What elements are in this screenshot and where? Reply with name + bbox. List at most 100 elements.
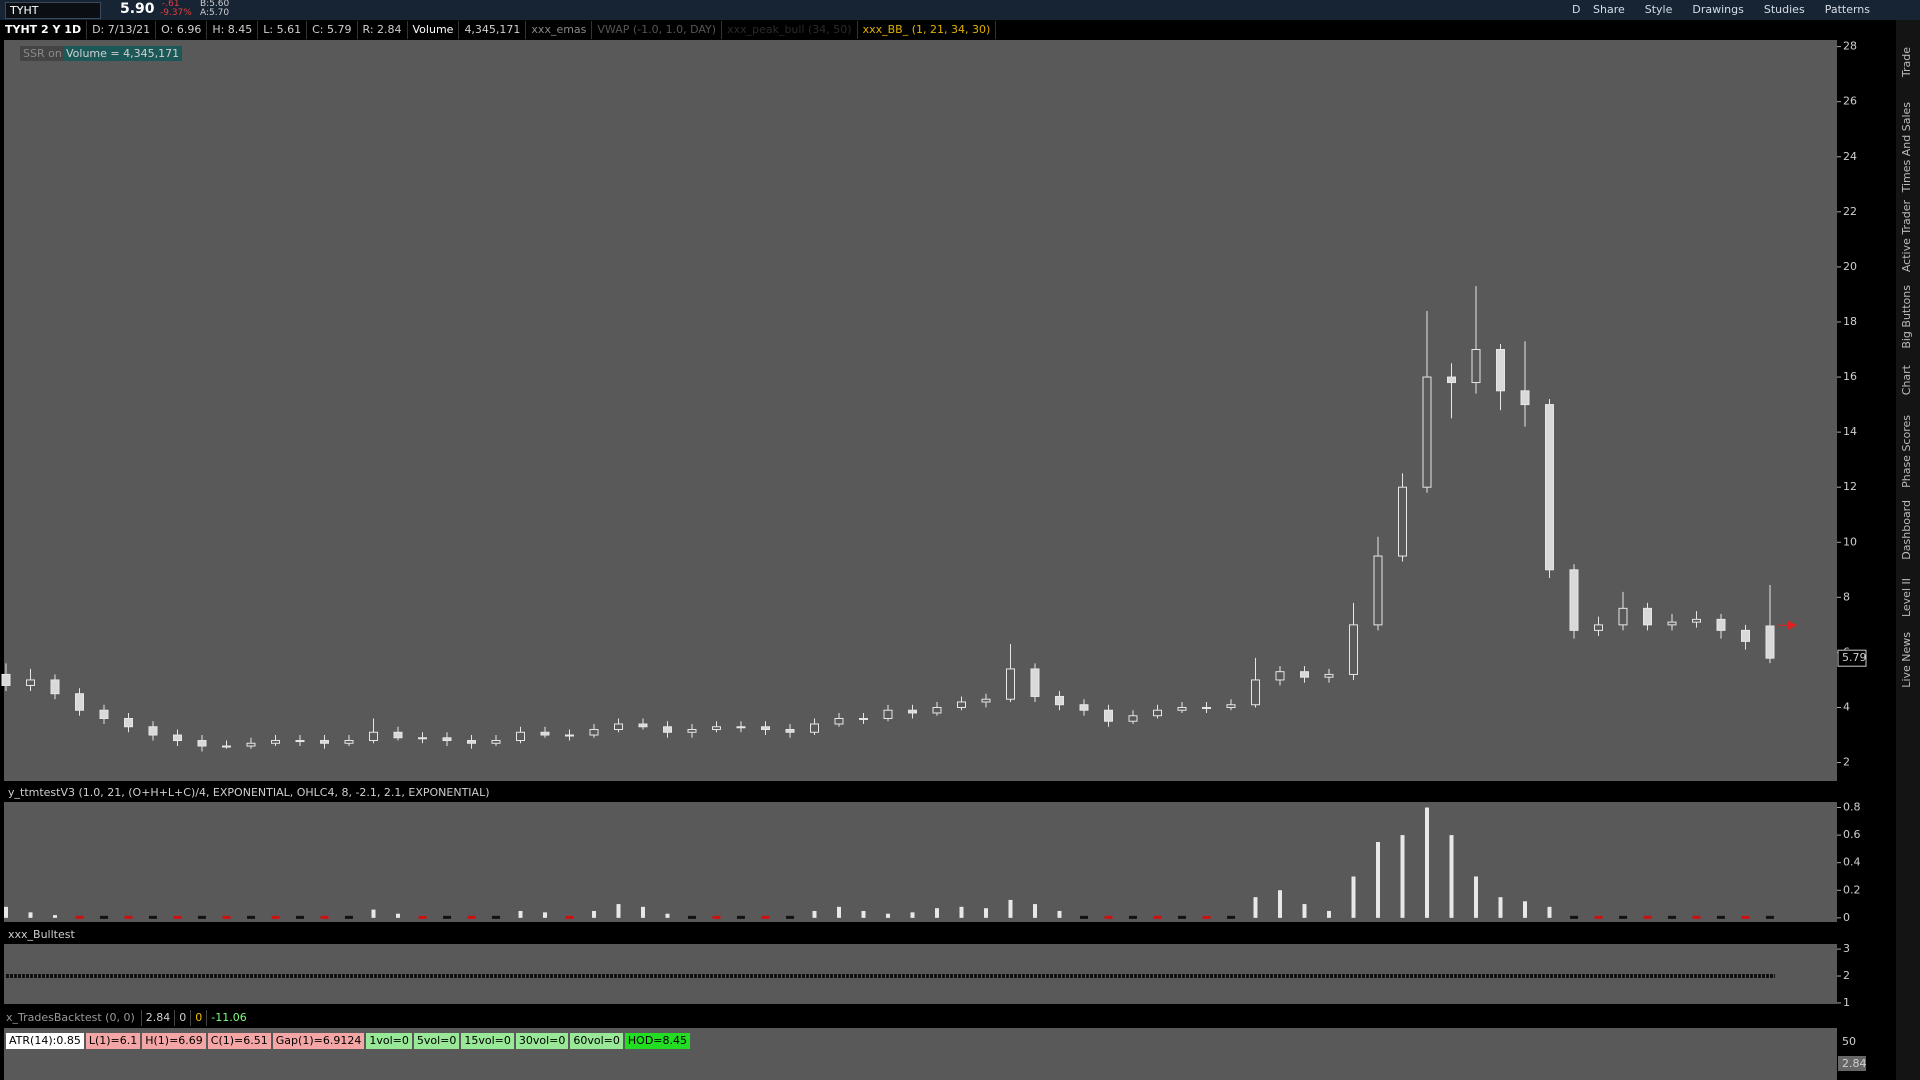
candle-body bbox=[124, 717, 133, 728]
side-tab[interactable]: Big Buttons bbox=[1900, 285, 1913, 349]
candle-body bbox=[589, 729, 599, 736]
candle-body bbox=[1104, 709, 1113, 722]
side-tab[interactable]: Active Trader bbox=[1900, 200, 1913, 273]
candle-body bbox=[1398, 486, 1407, 557]
side-tab[interactable]: Chart bbox=[1900, 365, 1913, 396]
candle-body bbox=[1667, 621, 1677, 626]
ttm-dot bbox=[173, 915, 182, 919]
stat-label: C(1)=6.51 bbox=[207, 1033, 271, 1049]
ttm-dot bbox=[418, 915, 427, 919]
range: R: 2.84 bbox=[358, 21, 408, 39]
stat-label: 1vol=0 bbox=[366, 1033, 412, 1049]
ttm-bar bbox=[1425, 807, 1429, 918]
candle-body bbox=[810, 723, 819, 733]
candle-body bbox=[418, 737, 427, 740]
ttm-bar bbox=[959, 906, 964, 918]
ttm-bar bbox=[371, 909, 376, 918]
side-tab[interactable]: Trade bbox=[1900, 47, 1913, 78]
candle-body bbox=[99, 709, 109, 719]
backtest-value: 2.84 bbox=[142, 1010, 176, 1026]
backtest-value-box bbox=[1838, 1056, 1866, 1071]
side-tab[interactable]: Live News bbox=[1900, 632, 1913, 688]
candle-body bbox=[565, 734, 574, 737]
ttm-dot bbox=[1178, 915, 1186, 919]
candle-body bbox=[26, 679, 35, 686]
backtest-header-text: x_TradesBacktest (0, 0) 2.84 0 0 -11.06 bbox=[6, 1010, 251, 1026]
ttm-bar bbox=[396, 913, 400, 918]
stat-label: 5vol=0 bbox=[413, 1033, 460, 1049]
candle-body bbox=[1765, 625, 1775, 659]
y-tick-label: 26 bbox=[1843, 95, 1857, 108]
candle-body bbox=[785, 729, 795, 733]
bulltest-header bbox=[0, 925, 1837, 944]
ttm-dot bbox=[1619, 915, 1627, 919]
ttm-dot bbox=[1594, 915, 1603, 919]
ttm-bar bbox=[1057, 910, 1062, 918]
candle-body bbox=[1569, 569, 1579, 631]
candle-body bbox=[369, 731, 378, 742]
last-price-label: 5.79 bbox=[1842, 651, 1867, 664]
y-tick-label: 12 bbox=[1843, 480, 1857, 493]
y-tick-label: 28 bbox=[1843, 40, 1857, 53]
ttm-bar bbox=[1008, 899, 1013, 918]
candle-body bbox=[1447, 376, 1456, 384]
stat-label: H(1)=6.69 bbox=[142, 1033, 206, 1049]
ttm-dot bbox=[492, 915, 500, 919]
side-tab[interactable]: Dashboard bbox=[1900, 500, 1913, 560]
last-price-arrow bbox=[1778, 620, 1798, 630]
candle-body bbox=[246, 742, 256, 747]
backtest-value: 0 bbox=[175, 1010, 192, 1026]
y-tick-label: 14 bbox=[1843, 425, 1857, 438]
candle-body bbox=[173, 734, 182, 742]
ttm-dot bbox=[565, 915, 574, 919]
y-tick-label: 16 bbox=[1843, 370, 1857, 383]
ttm-bar bbox=[641, 906, 645, 918]
ttm-header bbox=[0, 783, 1837, 802]
backtest-stats: ATR(14):0.85 L(1)=6.1 H(1)=6.69 C(1)=6.51 Ga… bbox=[6, 1033, 692, 1049]
ttm-dot bbox=[1227, 915, 1235, 919]
ttm-bar bbox=[616, 904, 621, 918]
ttm-dot bbox=[1104, 915, 1113, 919]
candle-body bbox=[1128, 715, 1138, 722]
volume-badge: Volume = 4,345,171 bbox=[63, 46, 183, 61]
toolbar-button[interactable]: Share bbox=[1593, 3, 1625, 16]
date: D: 7/13/21 bbox=[87, 21, 157, 39]
side-tabs: Trade Times And Sales Active Trader Big But… bbox=[1896, 20, 1920, 1080]
candle-body bbox=[1251, 679, 1260, 706]
ttm-dot bbox=[1129, 915, 1137, 919]
backtest-axis-label: 50 bbox=[1842, 1035, 1856, 1048]
ttm-bar bbox=[518, 910, 523, 918]
last-price-box bbox=[1837, 649, 1867, 667]
toolbar-button[interactable]: Studies bbox=[1763, 3, 1805, 16]
candle-body bbox=[148, 726, 158, 736]
ttm-dot bbox=[1202, 915, 1211, 919]
d-button[interactable]: D bbox=[1572, 3, 1581, 16]
candle-body bbox=[1496, 349, 1505, 392]
stat-label: L(1)=6.1 bbox=[85, 1033, 141, 1049]
candle-body bbox=[1226, 704, 1236, 708]
ttm-bar bbox=[984, 908, 988, 918]
ttm-bar bbox=[1474, 876, 1478, 918]
toolbar-button[interactable]: Style bbox=[1644, 3, 1673, 16]
ttm-bar bbox=[1376, 842, 1380, 918]
candle-body bbox=[442, 737, 452, 742]
candle-body bbox=[344, 740, 354, 744]
side-tab[interactable]: Phase Scores bbox=[1900, 415, 1913, 488]
stat-label: HOD=8.45 bbox=[624, 1033, 691, 1049]
toolbar-button[interactable]: Patterns bbox=[1824, 3, 1870, 16]
side-tab[interactable]: Level II bbox=[1900, 578, 1913, 618]
toolbar-button[interactable]: Drawings bbox=[1692, 3, 1744, 16]
ttm-bar bbox=[886, 913, 890, 918]
ttm-bar bbox=[592, 910, 596, 918]
symbol-input[interactable]: TYHT bbox=[5, 2, 101, 19]
ttm-dot bbox=[1692, 915, 1701, 919]
change-pct: -9.37% bbox=[160, 8, 192, 18]
last-price: 5.90 bbox=[120, 1, 155, 17]
study: xxx_peak_bull (34, 50) bbox=[722, 21, 858, 39]
ttm-dot bbox=[1717, 915, 1725, 919]
ttm-dot bbox=[100, 915, 108, 919]
ttm-dot bbox=[320, 915, 329, 919]
ttm-bar bbox=[1278, 890, 1282, 918]
side-tab[interactable]: Times And Sales bbox=[1900, 102, 1913, 193]
y-tick-label: 3 bbox=[1843, 942, 1850, 955]
